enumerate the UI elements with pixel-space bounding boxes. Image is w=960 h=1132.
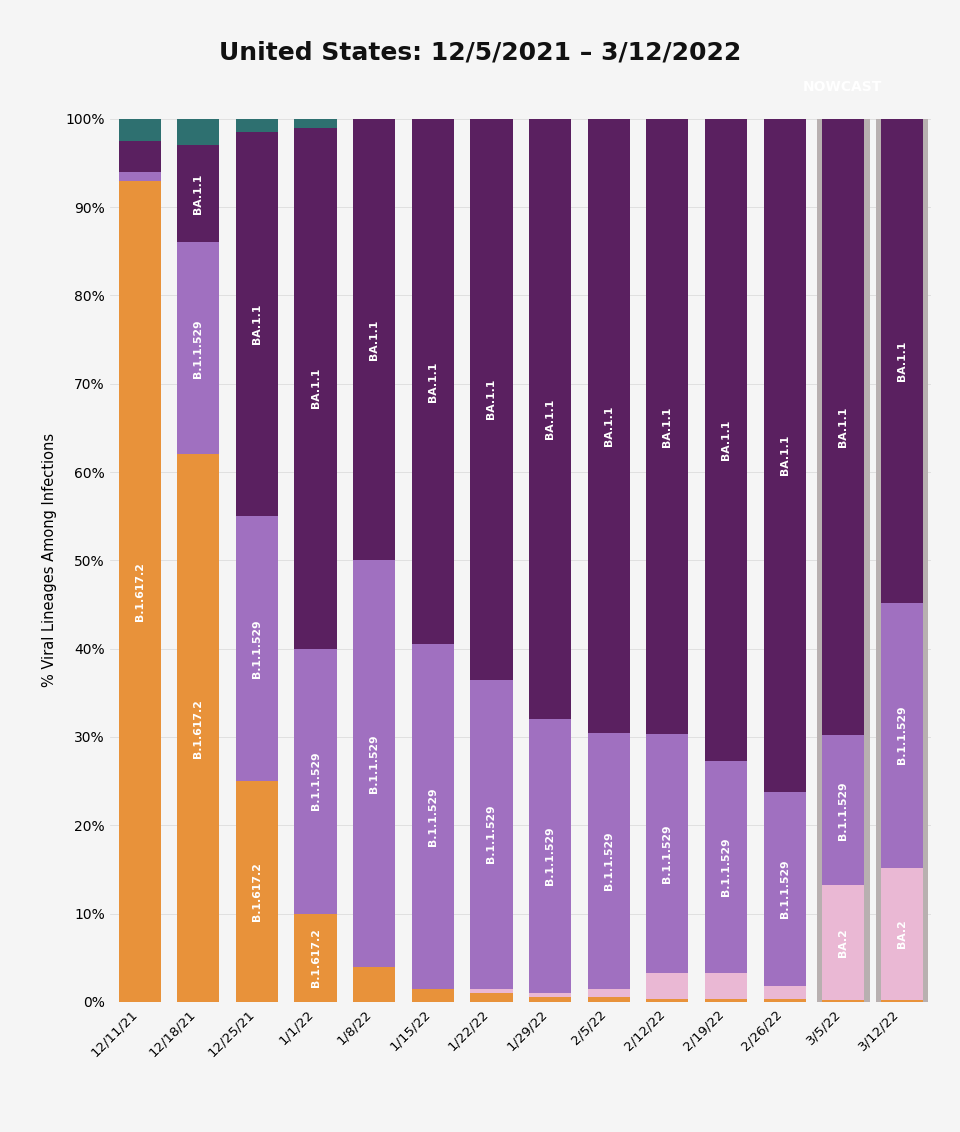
Bar	[119, 140, 161, 172]
Text: BA.1.1: BA.1.1	[897, 341, 907, 381]
Bar	[763, 791, 805, 986]
Bar	[470, 993, 513, 1002]
Text: BA.1.1: BA.1.1	[428, 361, 438, 402]
Bar	[880, 119, 923, 602]
Bar	[295, 914, 337, 1002]
Bar	[880, 867, 923, 1000]
Bar	[880, 1000, 923, 1002]
Bar	[470, 119, 513, 679]
Text: B.1.617.2: B.1.617.2	[252, 861, 262, 921]
Text: B.1.1.529: B.1.1.529	[721, 838, 731, 897]
Text: BA.1.1: BA.1.1	[311, 368, 321, 409]
Bar	[646, 735, 688, 972]
Bar	[412, 119, 454, 644]
Bar	[412, 988, 454, 1002]
Bar	[529, 993, 571, 997]
Bar	[588, 732, 630, 988]
Text: B.1.617.2: B.1.617.2	[311, 928, 321, 987]
Bar	[705, 761, 747, 972]
Bar	[529, 997, 571, 1002]
Y-axis label: % Viral Lineages Among Infections: % Viral Lineages Among Infections	[42, 434, 57, 687]
Bar	[822, 1000, 864, 1002]
Text: BA.1.1: BA.1.1	[721, 420, 731, 460]
Text: B.1.617.2: B.1.617.2	[193, 698, 204, 757]
Text: BA.1.1: BA.1.1	[662, 406, 672, 447]
Bar	[353, 119, 396, 560]
Text: B.1.1.529: B.1.1.529	[662, 824, 672, 883]
Text: B.1.1.529: B.1.1.529	[487, 805, 496, 864]
Text: B.1.1.529: B.1.1.529	[428, 787, 438, 846]
Bar	[412, 644, 454, 988]
Text: B.1.617.2: B.1.617.2	[134, 561, 145, 620]
Bar	[822, 735, 864, 885]
Text: B.1.1.529: B.1.1.529	[370, 735, 379, 792]
Bar	[236, 119, 278, 132]
Bar	[119, 119, 161, 140]
Text: BA.2: BA.2	[838, 928, 849, 957]
Bar	[178, 145, 220, 242]
Bar	[236, 781, 278, 1002]
Text: B.1.1.529: B.1.1.529	[604, 831, 613, 890]
Text: B.1.1.529: B.1.1.529	[897, 706, 907, 764]
Bar	[876, 110, 928, 1002]
Bar	[295, 119, 337, 128]
Bar	[295, 128, 337, 649]
Text: B.1.1.529: B.1.1.529	[252, 619, 262, 678]
Bar	[705, 972, 747, 1000]
Bar	[880, 602, 923, 867]
Bar	[588, 119, 630, 732]
Bar	[178, 119, 220, 145]
Text: BA.1.1: BA.1.1	[780, 435, 790, 475]
Bar	[295, 649, 337, 914]
Bar	[763, 1000, 805, 1002]
Bar	[822, 119, 864, 735]
Bar	[529, 719, 571, 993]
Text: B.1.1.529: B.1.1.529	[193, 319, 204, 378]
Text: BA.1.1: BA.1.1	[604, 405, 613, 446]
Bar	[178, 454, 220, 1002]
Bar	[705, 119, 747, 761]
Bar	[470, 988, 513, 993]
Bar	[178, 242, 220, 454]
Text: B.1.1.529: B.1.1.529	[545, 826, 555, 885]
Bar	[646, 1000, 688, 1002]
Text: BA.1.1: BA.1.1	[252, 305, 262, 344]
Text: BA.1.1: BA.1.1	[487, 379, 496, 419]
Text: BA.1.1: BA.1.1	[370, 319, 379, 360]
Bar	[822, 885, 864, 1000]
Bar	[646, 972, 688, 1000]
Bar	[119, 181, 161, 1002]
Bar	[236, 516, 278, 781]
Bar	[817, 110, 870, 1002]
Text: BA.1.1: BA.1.1	[545, 398, 555, 439]
Bar	[353, 560, 396, 967]
Text: United States: 12/5/2021 – 3/12/2022: United States: 12/5/2021 – 3/12/2022	[219, 40, 741, 65]
Text: BA.1.1: BA.1.1	[838, 406, 849, 447]
Text: BA.1.1: BA.1.1	[193, 173, 204, 214]
Text: B.1.1.529: B.1.1.529	[780, 859, 790, 918]
Bar	[353, 967, 396, 1002]
Bar	[119, 172, 161, 181]
Text: B.1.1.529: B.1.1.529	[311, 752, 321, 811]
Bar	[763, 986, 805, 1000]
Bar	[588, 988, 630, 997]
Bar	[588, 997, 630, 1002]
Bar	[763, 119, 805, 791]
Text: B.1.1.529: B.1.1.529	[838, 781, 849, 840]
Bar	[705, 1000, 747, 1002]
Text: BA.2: BA.2	[897, 919, 907, 949]
Text: NOWCAST: NOWCAST	[803, 80, 881, 94]
Bar	[236, 132, 278, 516]
Bar	[529, 119, 571, 719]
Bar	[646, 119, 688, 735]
Bar	[470, 679, 513, 988]
